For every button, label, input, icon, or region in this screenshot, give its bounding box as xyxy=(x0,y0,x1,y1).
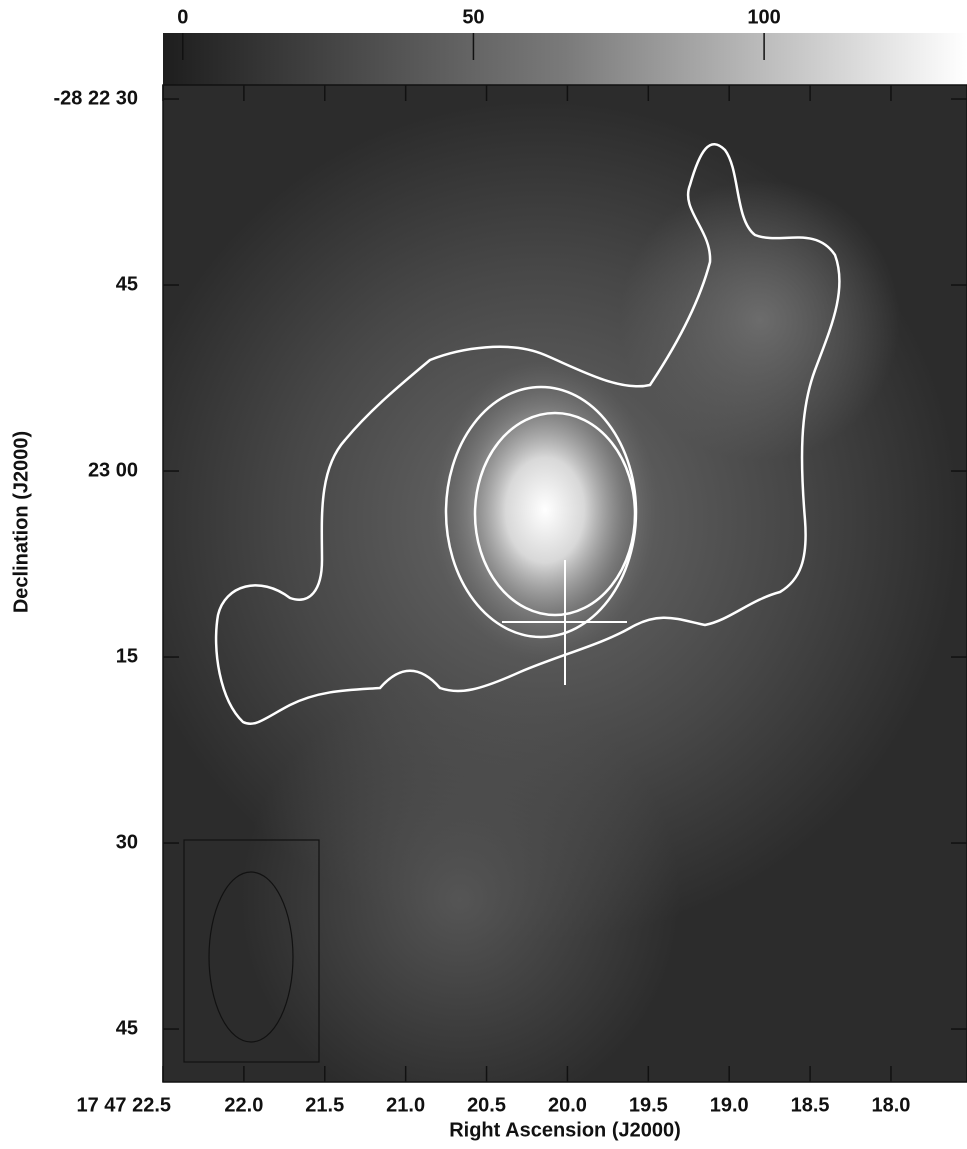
colorbar xyxy=(163,33,967,85)
x-tick-label: 17 47 22.5 xyxy=(76,1094,171,1116)
colorbar-tick-label: 0 xyxy=(177,6,188,28)
x-axis-label: Right Ascension (J2000) xyxy=(449,1119,681,1141)
y-tick-label: 45 xyxy=(116,1017,138,1039)
x-tick-label: 20.5 xyxy=(467,1094,506,1116)
y-tick-label: 23 00 xyxy=(88,459,138,481)
x-tick-label: 21.0 xyxy=(386,1094,425,1116)
colorbar-tick-label: 50 xyxy=(462,6,484,28)
y-tick-label: 45 xyxy=(116,273,138,295)
figure: Declination (J2000) Right Ascension (J20… xyxy=(0,0,967,1144)
y-tick-label: 30 xyxy=(116,831,138,853)
y-axis-label: Declination (J2000) xyxy=(10,431,32,613)
x-tick-label: 21.5 xyxy=(305,1094,344,1116)
x-tick-label: 22.0 xyxy=(224,1094,263,1116)
colorbar-tick-label: 100 xyxy=(747,6,780,28)
x-tick-label: 19.5 xyxy=(629,1094,668,1116)
x-tick-label: 20.0 xyxy=(548,1094,587,1116)
x-tick-label: 18.5 xyxy=(791,1094,830,1116)
page: Declination (J2000) Right Ascension (J20… xyxy=(0,0,967,1144)
y-tick-label: -28 22 30 xyxy=(53,87,138,109)
x-tick-label: 18.0 xyxy=(871,1094,910,1116)
image xyxy=(163,85,967,1082)
y-tick-label: 15 xyxy=(116,645,138,667)
x-tick-label: 19.0 xyxy=(710,1094,749,1116)
